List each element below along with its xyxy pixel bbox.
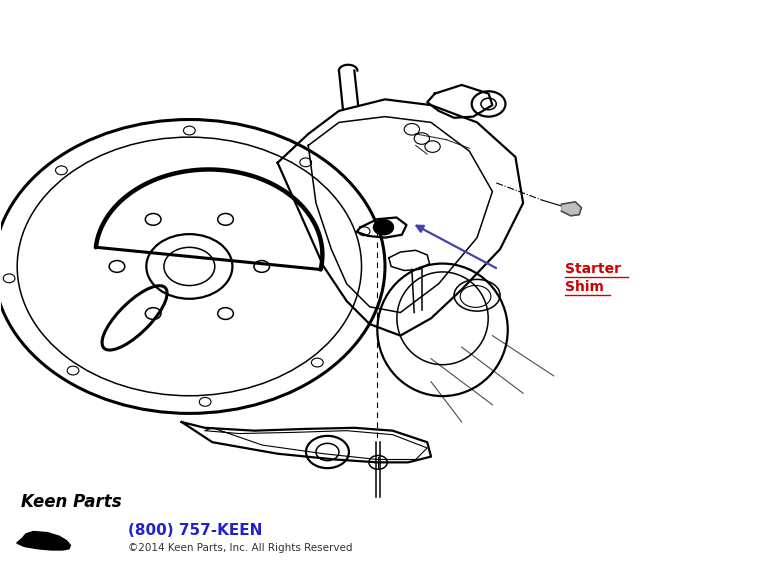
Polygon shape	[17, 532, 70, 550]
Circle shape	[373, 220, 393, 234]
Text: ©2014 Keen Parts, Inc. All Rights Reserved: ©2014 Keen Parts, Inc. All Rights Reserv…	[128, 544, 353, 554]
Polygon shape	[561, 202, 581, 216]
Text: Shim: Shim	[565, 280, 604, 294]
Text: Starter: Starter	[565, 262, 621, 276]
Text: Keen Parts: Keen Parts	[21, 493, 121, 511]
Text: (800) 757-KEEN: (800) 757-KEEN	[128, 523, 263, 538]
